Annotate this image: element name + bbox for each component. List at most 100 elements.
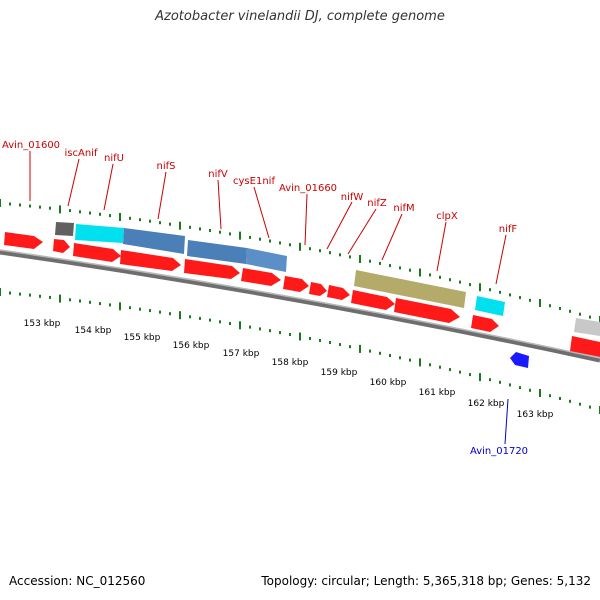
gene-label[interactable]: nifS [157,161,176,172]
tick-mark [439,365,441,369]
cds-arrow[interactable] [394,298,460,323]
genome-backbone [0,249,600,363]
tick-mark [479,373,481,382]
tick-mark [19,292,21,296]
feature-block[interactable] [187,240,247,264]
scale-label: 157 kbp [223,349,260,359]
feature-block[interactable] [246,248,287,272]
tick-mark [339,253,341,257]
scale-label: 156 kbp [173,341,210,351]
tick-mark [239,231,241,240]
cds-arrow[interactable] [309,282,327,296]
tick-mark [79,299,81,303]
tick-mark [389,354,391,357]
tick-mark [89,211,91,215]
gene-label-bottom[interactable]: Avin_01720 [470,446,528,457]
gene-label[interactable]: Avin_01660 [279,183,337,194]
scale-label: 162 kbp [468,399,505,409]
tick-mark [539,389,541,397]
tick-mark [429,363,431,367]
tick-mark [109,303,111,307]
cds-arrow[interactable] [283,276,309,292]
tick-mark [469,283,471,287]
gene-label[interactable]: iscAnif [65,148,98,159]
tick-mark [509,383,511,387]
feature-row-upper [55,222,600,336]
tick-mark [49,295,51,299]
tick-mark [429,273,431,277]
tick-mark [489,378,491,382]
tick-mark [399,266,401,270]
cds-arrow[interactable] [351,290,395,310]
tick-mark [119,213,121,221]
tick-mark [59,205,61,214]
forward-cds-row [4,232,600,357]
map-title: Azotobacter vinelandii DJ, complete geno… [155,9,445,24]
cds-arrow[interactable] [570,336,600,357]
tick-mark [549,304,551,308]
feature-block[interactable] [123,228,185,254]
gene-label[interactable]: nifV [208,169,228,180]
tick-mark [579,402,581,406]
tick-mark [49,206,51,210]
cds-arrow[interactable] [471,315,499,332]
tick-mark [189,225,191,229]
feature-block[interactable] [475,296,505,316]
cds-arrow[interactable] [241,268,281,286]
scale-label: 163 kbp [517,410,554,420]
cds-arrow[interactable] [327,285,350,300]
gene-label[interactable]: nifU [104,153,124,164]
tick-mark [409,268,411,272]
tick-mark [9,291,11,295]
tick-mark [259,327,261,331]
feature-block[interactable] [75,224,124,243]
tick-mark [269,329,271,333]
feature-block[interactable] [354,270,466,308]
cds-arrow[interactable] [184,259,240,279]
gene-label[interactable]: nifZ [367,198,387,209]
tick-mark [559,307,561,310]
feature-block[interactable] [574,318,600,336]
tick-mark [79,210,81,214]
reverse-cds-arrow[interactable] [510,352,529,368]
feature-block[interactable] [55,222,74,236]
tick-mark [589,405,591,409]
genome-summary-text: Topology: circular; Length: 5,365,318 bp… [261,574,591,588]
cds-arrow[interactable] [4,232,43,249]
cds-arrow[interactable] [73,243,121,262]
tick-mark [139,307,141,311]
tick-mark [169,312,171,316]
tick-mark [459,370,461,374]
gene-label[interactable]: cysE1nif [233,176,275,187]
gene-label[interactable]: Avin_01600 [2,140,60,151]
cds-arrow[interactable] [53,239,70,253]
tick-mark [399,356,401,360]
scale-label: 161 kbp [419,388,456,398]
scale-label: 159 kbp [321,368,358,378]
tick-mark [139,218,141,222]
tick-mark [169,222,171,226]
gene-label[interactable]: nifF [499,224,518,235]
scale-label: 155 kbp [124,333,161,343]
tick-mark [179,311,181,320]
tick-mark [19,203,21,207]
gene-label[interactable]: nifM [393,203,414,214]
tick-mark [579,312,581,316]
gene-label[interactable]: clpX [436,211,458,222]
tick-mark [459,280,461,284]
tick-mark [419,268,421,277]
tick-mark [249,235,251,239]
tick-mark [89,300,91,304]
tick-mark [129,216,131,220]
tick-mark [529,388,531,392]
scale-label: 153 kbp [24,319,61,329]
tick-mark [559,397,561,400]
tick-mark [419,358,421,367]
scale-label: 160 kbp [370,378,407,388]
tick-mark [0,199,1,207]
cds-arrow[interactable] [120,250,181,271]
tick-mark [449,278,451,282]
tick-mark [129,306,131,310]
gene-label[interactable]: nifW [341,192,364,203]
tick-mark [359,255,361,263]
